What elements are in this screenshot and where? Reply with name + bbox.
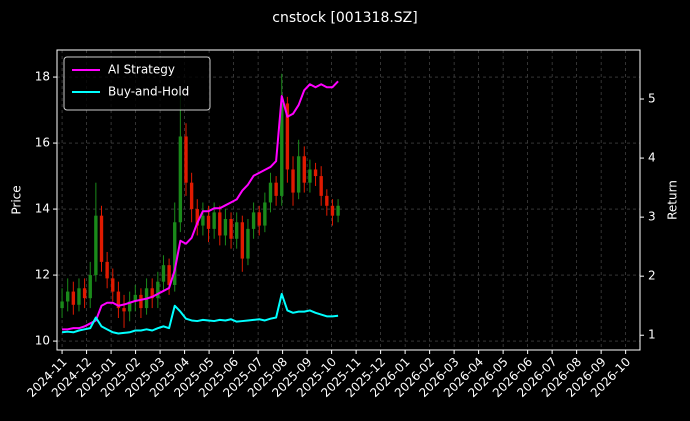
y2-tick-label: 2 [648,269,656,283]
candle-body [336,205,340,216]
legend-box [63,56,211,111]
candle-body [77,288,81,305]
candle-body [296,156,301,193]
candle-body [280,103,284,196]
y-axis-label: Price [10,185,24,214]
candle-body [319,176,323,196]
candle-body [206,215,211,229]
candle-body [178,136,183,223]
candle-body [274,182,278,196]
y-tick-label: 14 [35,202,50,216]
candle-body [268,182,273,203]
candle-body [308,169,312,183]
candle-body [116,291,121,309]
candle-body [88,275,92,299]
return-line [62,80,339,331]
candle-body [82,288,87,299]
candle-body [150,288,154,299]
candle-body [285,103,290,170]
candle-body [189,182,194,210]
plot-frame [56,49,641,351]
candle-body [201,215,205,226]
candle-body [60,301,64,309]
candle-body [313,169,318,177]
legend-label: Buy-and-Hold [108,85,189,99]
candle-body [291,169,295,193]
candle-body [133,294,137,302]
candle-body [94,215,98,276]
y-tick-label: 12 [35,268,50,282]
y2-tick-label: 5 [648,92,656,106]
y2-tick-label: 4 [648,151,656,165]
candle-body [263,202,267,226]
candle-body [251,212,256,229]
return-line [61,292,339,335]
candle-body [161,265,166,282]
candle-body [325,195,329,206]
y2-tick-label: 3 [648,210,656,224]
candle-body [184,136,188,183]
candle-body [156,281,160,299]
candle-body [105,261,109,279]
candle-body [246,228,250,259]
candle-body [223,218,228,236]
y2-tick-label: 1 [648,328,656,342]
candle-body [234,222,239,239]
candle-body [99,215,104,262]
candle-body [66,291,70,302]
candle-body [195,209,199,226]
candle-body [212,212,216,229]
candle-body [330,205,335,216]
candle-body [127,301,132,312]
candle-body [240,222,245,259]
candle-body [229,218,233,239]
y-tick-label: 16 [35,136,50,150]
chart-title: cnstock [001318.SZ] [272,10,417,26]
y-tick-label: 10 [35,334,50,348]
candle-body [111,278,115,292]
candle-body [71,291,76,305]
legend-label: AI Strategy [108,63,175,77]
candle-body [257,212,261,226]
candle-body [167,265,171,285]
candle-body [302,156,306,183]
candle-body [218,212,222,236]
y2-axis-label: Return [666,180,680,220]
candle-body [139,294,143,309]
candle-body [173,222,177,285]
candle-body [122,308,126,312]
y-tick-label: 18 [35,70,50,84]
